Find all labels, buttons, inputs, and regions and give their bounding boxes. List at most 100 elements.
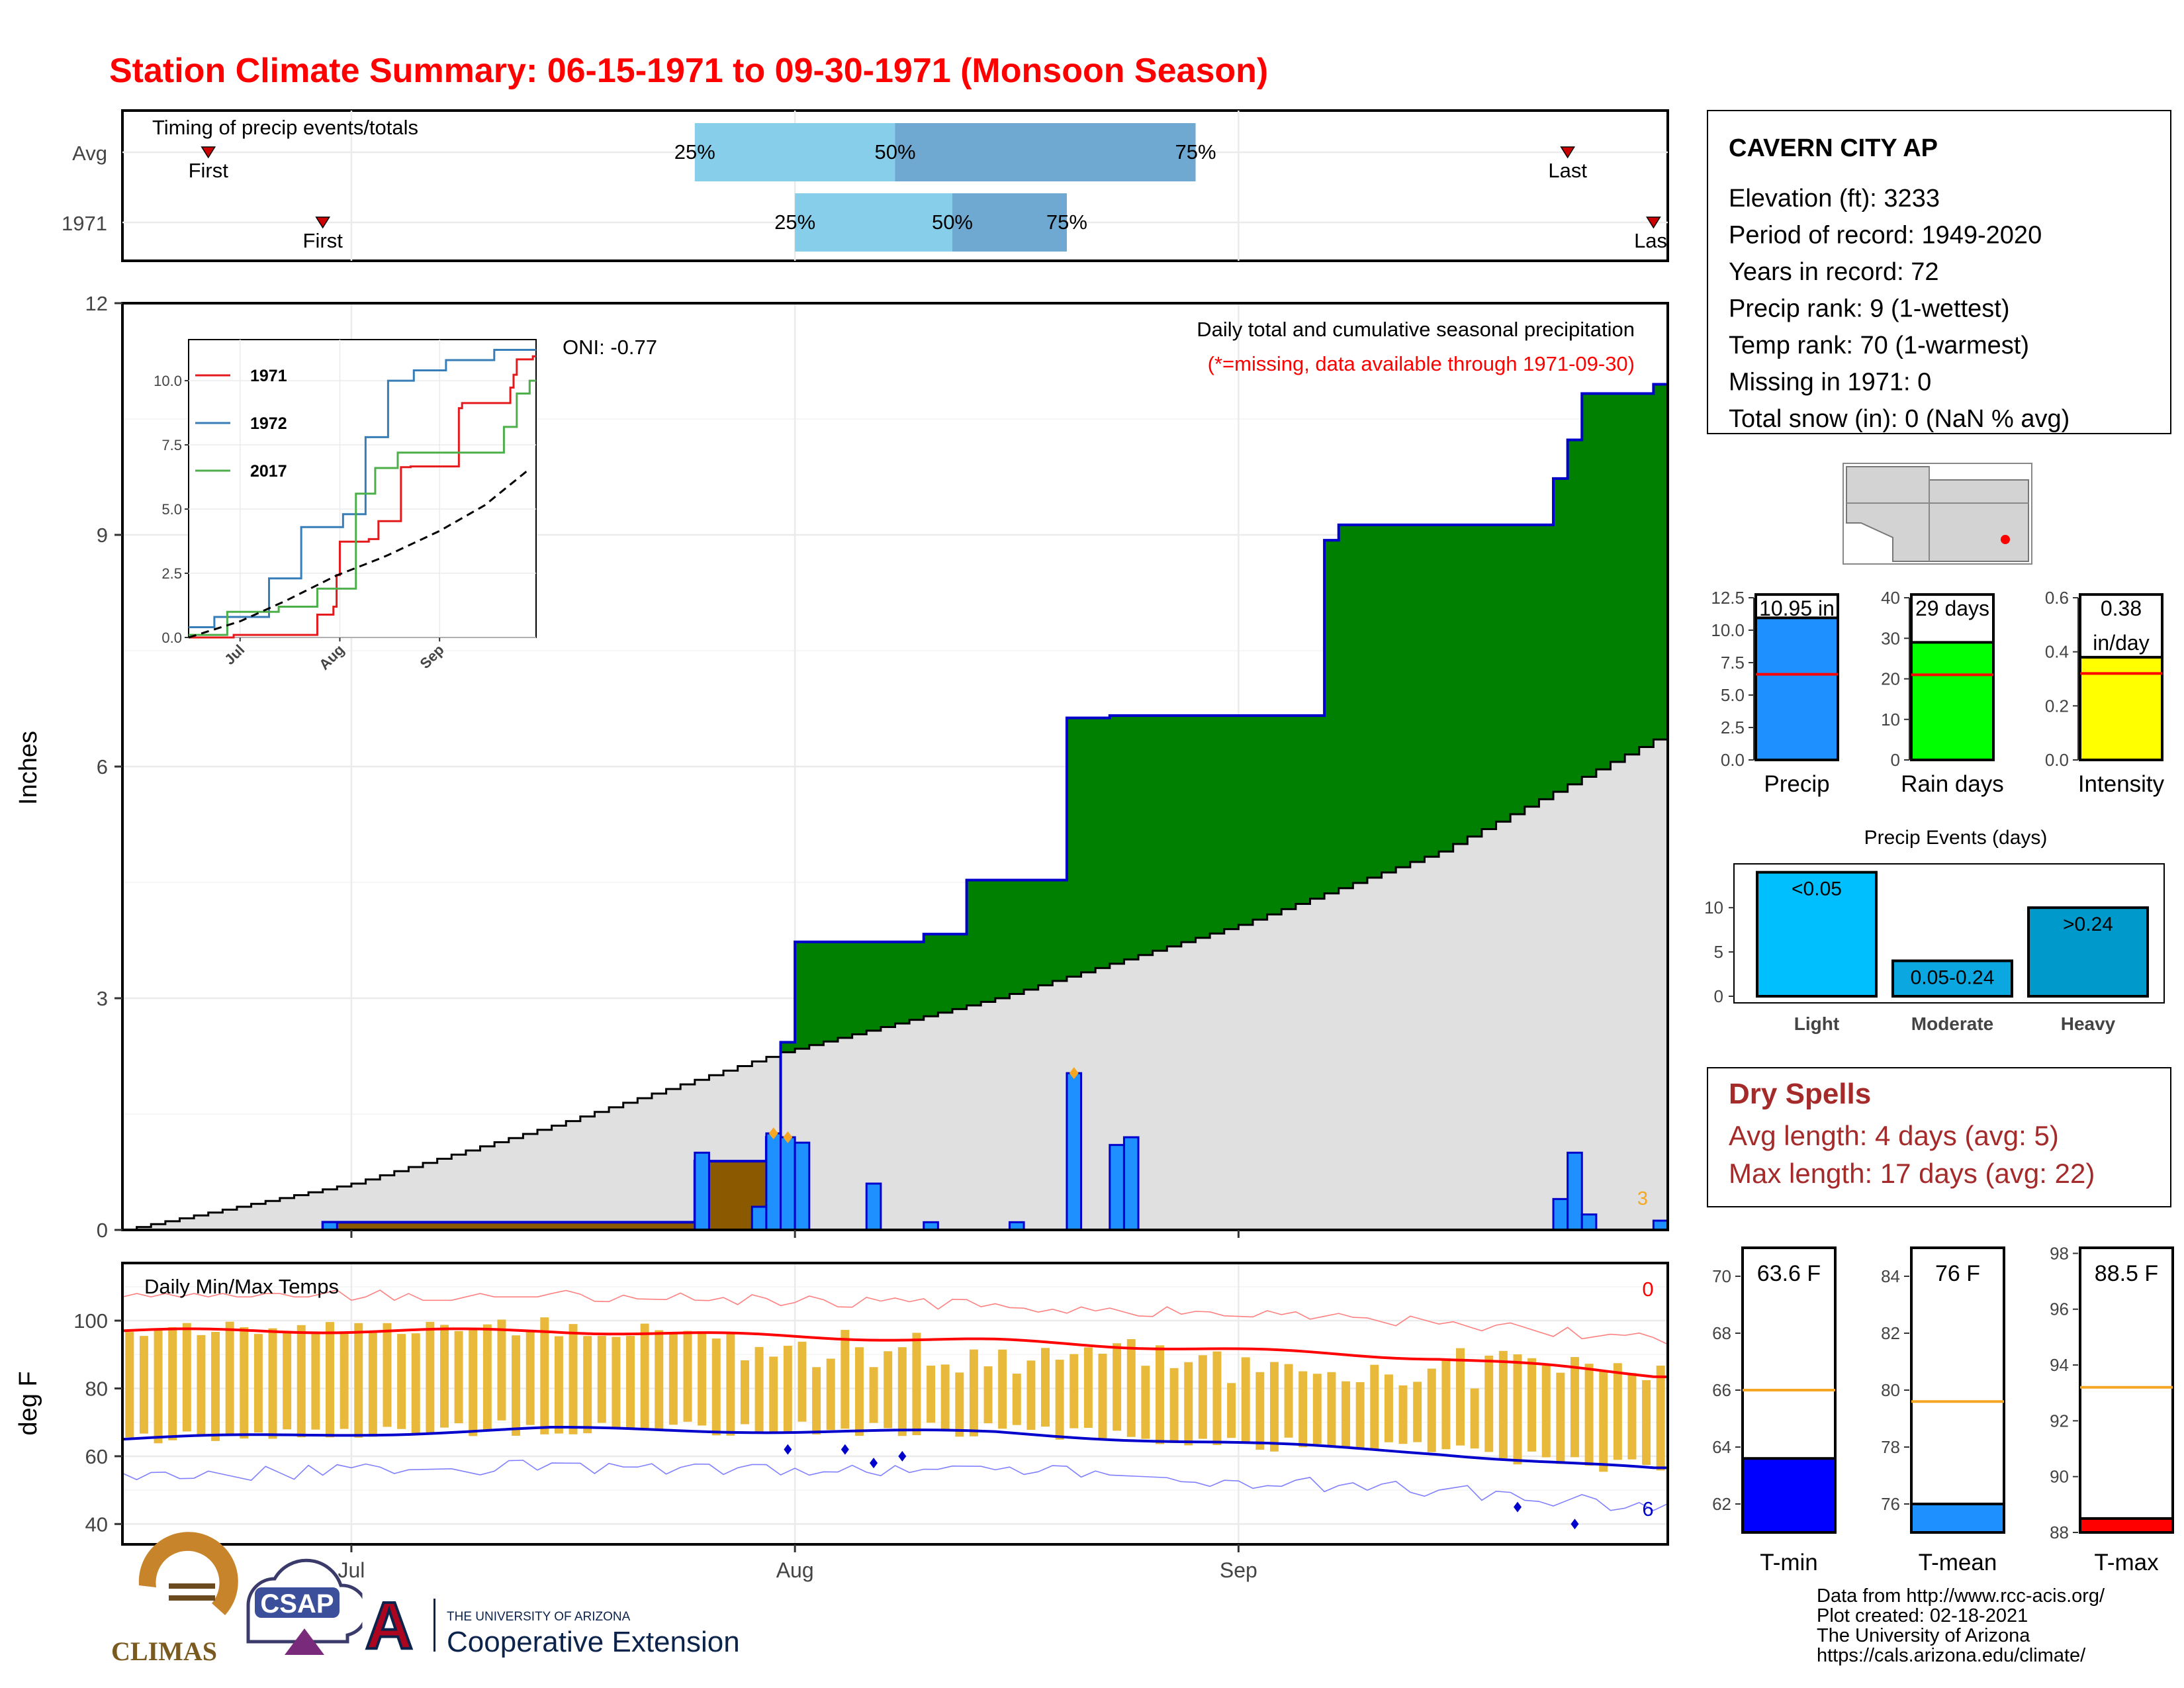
daily-temp-range-bar [812,1367,821,1434]
daily-temp-range-bar [1312,1374,1322,1444]
timing-edge-mask [1669,106,1696,265]
temp-panel: 40 60 80 100 Jul Aug Sep Daily Min/Max Temps 0… [15,1262,1669,1582]
timing-row-1971: 1971 [62,212,107,235]
events-ytick-label: 0 [1714,986,1723,1006]
timing-row-avg: Avg [72,142,107,165]
daily-temp-range-bar [1298,1371,1308,1448]
temp-sum-ytick-label: 88 [2050,1523,2069,1542]
station-info-line: Elevation (ft): 3233 [1729,185,1940,212]
temp-sum-label: T-mean [1919,1550,1997,1575]
temp-sum-value-label: 88.5 F [2095,1261,2158,1286]
temp-ytick-label: 60 [85,1445,108,1468]
ua-logo-big-text: Cooperative Extension [447,1626,740,1658]
daily-temp-range-bar [940,1364,950,1430]
daily-temp-range-bar [253,1334,263,1433]
daily-temp-range-bar [583,1336,592,1434]
temp-ytick-label: 80 [85,1377,108,1400]
record-precip-marker [1069,1067,1079,1080]
daily-temp-range-bar [1026,1360,1036,1430]
timing-iqr-low-bar [795,193,952,252]
first-event-label: First [303,229,343,252]
temp-sum-ytick-label: 64 [1712,1437,1731,1457]
mini-bar-value-label: 10.95 in [1759,596,1835,620]
daily-temp-range-bar [969,1349,978,1436]
credit-line: Plot created: 02-18-2021 [1817,1605,2028,1626]
temp-sum-ytick-label: 82 [1881,1323,1900,1343]
daily-temp-range-bar [783,1345,792,1433]
daily-temp-range-bar [769,1356,778,1432]
daily-temp-range-bar [597,1335,606,1423]
cumulative-precip-below-avg-area [122,1137,781,1230]
daily-temp-range-bar [240,1327,249,1439]
inset-ytick-label: 7.5 [161,437,182,453]
avg-cumulative-precip-line [122,738,1668,1231]
precip-event-category: Light [1794,1013,1839,1034]
main-ytick-label: 9 [97,524,108,547]
seasonal-total-bars: 0.0 2.5 5.0 7.5 10.0 12.5 10.95 in Precip 0 10 20 3… [1711,588,2164,797]
temp-sum-label: T-min [1760,1550,1818,1575]
first-event-marker [201,146,216,159]
mini-bar-value-label: 0.38 in/day [2093,596,2149,655]
main-ytick-label: 6 [97,755,108,778]
daily-temp-range-bar [154,1328,163,1444]
temp-ylabel: deg F [15,1371,42,1435]
mini-bar-ytick-label: 2.5 [1721,718,1745,737]
daily-precip-bar [1066,1072,1083,1231]
daily-temp-range-bar [711,1338,721,1436]
main-ylabel: Inches [15,731,42,805]
dry-spells-box: Dry Spells Avg length: 4 days (avg: 5) M… [1707,1067,2171,1207]
daily-temp-range-bar [1427,1368,1436,1452]
daily-temp-range-bar [554,1336,563,1434]
daily-temp-range-bar [1513,1354,1522,1465]
temp-sum-ytick-label: 90 [2050,1467,2069,1487]
record-precip-marker [783,1131,793,1143]
daily-temp-range-bar [998,1349,1007,1429]
daily-temp-range-bar [1398,1385,1408,1444]
daily-precip-bar [1122,1136,1140,1231]
dry-spells-title: Dry Spells [1729,1078,1871,1110]
record-low-temp-marker [784,1444,792,1455]
daily-precip-bar [1567,1151,1583,1231]
daily-temp-range-bar [482,1324,492,1431]
station-info-line: Missing in 1971: 0 [1729,369,1931,397]
temp-sum-ytick-label: 80 [1881,1380,1900,1400]
mini-bar-ytick-label: 0.2 [2045,696,2069,716]
temp-sum-ytick-label: 98 [2050,1243,2069,1263]
temp-sum-ytick-label: 78 [1881,1437,1900,1457]
daily-temp-range-bar [912,1333,921,1436]
events-ytick-label: 5 [1714,942,1723,962]
daily-temp-range-bar [340,1332,349,1429]
mini-bar-ytick-label: 0.4 [2045,642,2069,662]
daily-temp-range-bar [1370,1364,1379,1450]
precip-event-bar-label: >0.24 [2063,914,2113,935]
temp-sum-bar [1741,1457,1837,1534]
mini-bar-value [1754,616,1839,761]
footer-credits: Data from http://www.rcc-acis.org/Plot c… [1817,1585,2105,1666]
daily-temp-range-bar [1255,1372,1265,1450]
temp-xtick-label: Jul [338,1558,365,1582]
daily-temp-range-bar [1212,1351,1222,1445]
record-low-temp-marker [1570,1519,1579,1530]
inset-line-1971 [189,355,536,639]
temp-sum-ytick-label: 92 [2050,1411,2069,1430]
main-ytick-label: 12 [85,292,108,315]
timing-title: Timing of precip events/totals [152,116,418,139]
events-ytick-label: 10 [1704,898,1723,917]
last-event-label: Last [1548,159,1587,182]
daily-temp-range-bar [139,1336,148,1434]
temp-sum-ytick-label: 76 [1881,1494,1900,1514]
daily-temp-range-bar [1241,1357,1250,1443]
csap-logo-text: CSAP [260,1589,334,1618]
daily-temp-range-bar [1384,1374,1393,1442]
daily-temp-range-bar [955,1372,964,1437]
daily-temp-range-bar [854,1347,864,1436]
main-corner-count: 3 [1637,1188,1648,1209]
credit-line: Data from http://www.rcc-acis.org/ [1817,1585,2105,1607]
daily-temp-range-bar [1556,1372,1565,1464]
daily-temp-range-bar [1126,1339,1136,1437]
daily-temp-range-bar [1613,1363,1622,1460]
daily-temp-range-bar [1413,1382,1422,1442]
daily-temp-range-bar [296,1325,306,1438]
inset-legend-label: 1971 [250,367,287,385]
daily-temp-range-bar [1055,1360,1064,1440]
